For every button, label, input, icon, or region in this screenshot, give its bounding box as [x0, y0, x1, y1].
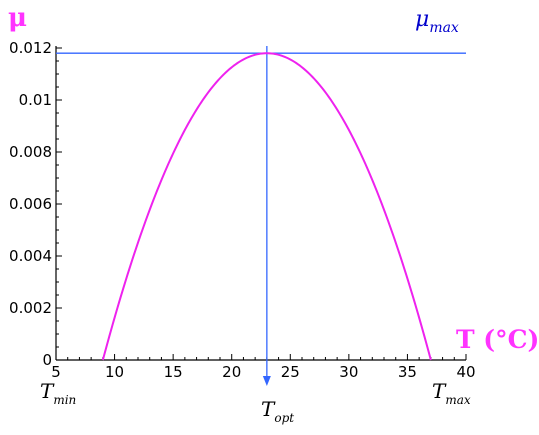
- guide-lines: [56, 46, 466, 386]
- x-tick-label: 10: [105, 363, 124, 381]
- y-tick-label: 0.004: [9, 247, 52, 265]
- t-max-label: Tmax: [432, 379, 471, 407]
- x-tick-label: 20: [222, 363, 241, 381]
- annotations: μmax Tmin Tmax Topt: [40, 7, 471, 425]
- x-tick-label: 35: [398, 363, 417, 381]
- y-tick-label: 0.006: [9, 195, 52, 213]
- y-tick-label: 0.008: [9, 143, 52, 161]
- t-opt-label: Topt: [261, 397, 294, 425]
- t-opt-arrow-head: [262, 376, 271, 386]
- x-axis-title: T (°C): [456, 325, 539, 354]
- y-tick-label: 0.002: [9, 299, 52, 317]
- y-tick-label: 0.01: [19, 91, 52, 109]
- y-axis-title: μ: [8, 3, 27, 33]
- x-tick-label: 25: [281, 363, 300, 381]
- labels: μ T (°C): [8, 3, 539, 354]
- mu-max-label: μmax: [415, 7, 459, 36]
- x-tick-label: 30: [339, 363, 358, 381]
- growth-rate-curve: [101, 52, 432, 361]
- x-tick-label: 5: [51, 363, 61, 381]
- t-min-label: Tmin: [40, 379, 76, 407]
- y-tick-label: 0: [42, 351, 52, 369]
- x-tick-label: 40: [456, 363, 475, 381]
- x-tick-label: 15: [164, 363, 183, 381]
- y-tick-label: 0.012: [9, 39, 52, 57]
- axes: [55, 46, 466, 361]
- ticks: 5 10 15 20 25 30 35 40 0 0.002 0.004 0.006 0.008 0.01…: [9, 39, 476, 381]
- series: [101, 52, 432, 361]
